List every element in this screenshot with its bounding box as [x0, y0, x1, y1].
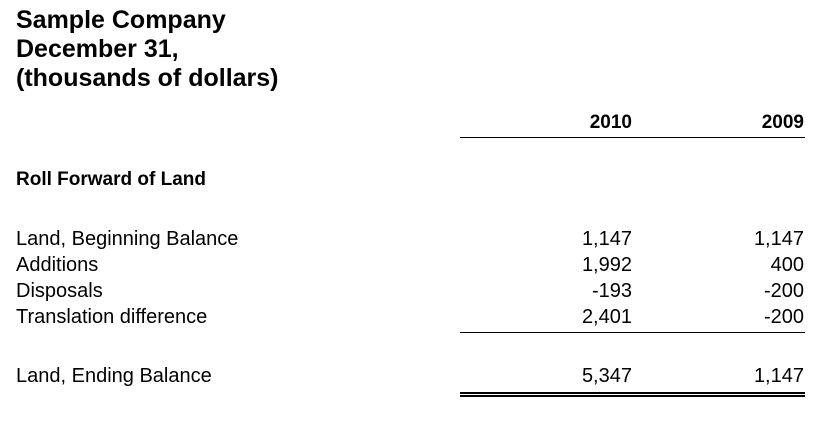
report-units: (thousands of dollars): [16, 64, 279, 92]
row-label: Disposals: [16, 280, 103, 302]
row-label: Land, Beginning Balance: [16, 228, 239, 250]
row-value-2009: -200: [763, 280, 804, 302]
double-underline-bottom: [460, 395, 805, 397]
row-value-2009: 400: [770, 254, 804, 276]
table-row: Disposals -193 -200: [0, 278, 816, 304]
row-value-2010: 2,401: [581, 306, 632, 328]
row-value-2009: -200: [763, 306, 804, 328]
row-value-2010: 1,992: [581, 254, 632, 276]
header-underline: [460, 137, 805, 138]
report-date: December 31,: [16, 35, 179, 63]
row-value-2009: 1,147: [753, 228, 804, 250]
section-heading: Roll Forward of Land: [16, 169, 206, 190]
total-value-2010: 5,347: [581, 365, 632, 387]
row-label: Additions: [16, 254, 99, 276]
report-title-block: Sample Company December 31, (thousands o…: [16, 6, 279, 93]
table-row: Land, Beginning Balance 1,147 1,147: [0, 226, 816, 252]
table-row: Additions 1,992 400: [0, 252, 816, 278]
column-header-2010: 2010: [589, 112, 632, 133]
subtotal-rule: [460, 332, 805, 333]
total-label: Land, Ending Balance: [16, 365, 212, 387]
row-value-2010: -193: [591, 280, 632, 302]
company-name: Sample Company: [16, 6, 226, 34]
table-row: Translation difference 2,401 -200: [0, 304, 816, 330]
column-header-2009: 2009: [761, 112, 804, 133]
double-underline-top: [460, 392, 805, 394]
total-value-2009: 1,147: [753, 365, 804, 387]
row-label: Translation difference: [16, 306, 208, 328]
row-value-2010: 1,147: [581, 228, 632, 250]
total-row: Land, Ending Balance 5,347 1,147: [0, 363, 816, 389]
